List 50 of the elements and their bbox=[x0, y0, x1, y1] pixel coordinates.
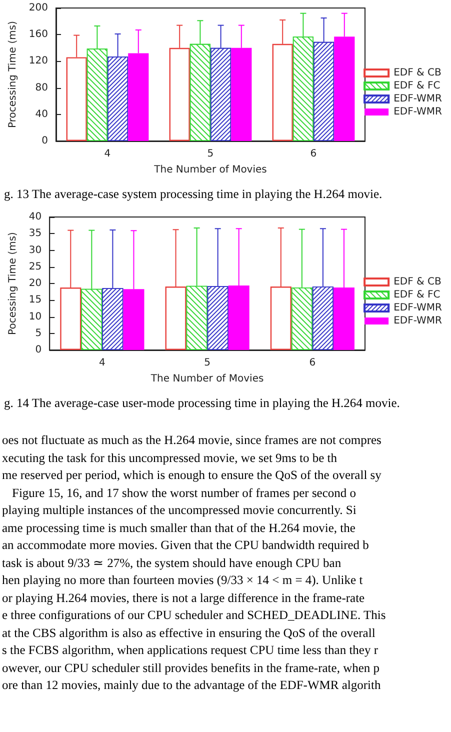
y-tick-label: 0 bbox=[42, 136, 48, 146]
legend-label: EDF & FC bbox=[394, 80, 440, 92]
legend-label: EDF-WMR bbox=[394, 94, 442, 104]
legend-label: EDF & CB bbox=[394, 68, 442, 78]
y-axis-title: Processing Time (ms) bbox=[8, 20, 18, 128]
y-tick-label: 25 bbox=[28, 261, 42, 272]
text: owever, our CPU scheduler still provides benefits in the frame-rate, when p bbox=[2, 660, 381, 677]
y-tick-label: 30 bbox=[28, 244, 42, 256]
text: s the FCBS algorithm, when applications request CPU time less than they r bbox=[2, 642, 380, 659]
text: hen playing no more than fourteen movies (9/33 × 14 < m = 4). Unlike t bbox=[2, 572, 364, 589]
legend-label: EDF-WMR bbox=[394, 302, 442, 314]
legend-label: EDF-WMR bbox=[394, 106, 442, 118]
y-tick-label: 15 bbox=[28, 294, 42, 306]
y-tick-label: 200 bbox=[28, 2, 48, 14]
y-tick-label: 5 bbox=[35, 328, 42, 339]
x-axis-title: The Number of Movies bbox=[150, 374, 264, 384]
text: playing multiple instances of the uncompressed movie concurrently. Si bbox=[2, 502, 358, 519]
text: e three configurations of our CPU scheduler and SCHED_DEADLINE. This bbox=[2, 607, 387, 624]
y-tick-label: 160 bbox=[28, 29, 48, 40]
x-tick-label: 6 bbox=[309, 358, 316, 368]
y-tick-label: 40 bbox=[35, 108, 48, 120]
text: or playing H.264 movies, there is not a large difference in the frame-rate bbox=[2, 590, 366, 607]
legend-label: EDF-WMR bbox=[394, 316, 442, 326]
text: an accommodate more movies. Given that the CPU bandwidth required b bbox=[2, 537, 370, 554]
text: ore than 12 movies, mainly due to the advantage of the EDF-WMR algorith bbox=[2, 677, 382, 694]
legend-label: EDF & FC bbox=[394, 290, 440, 300]
y-tick-label: 40 bbox=[28, 212, 42, 222]
x-tick-label: 5 bbox=[204, 358, 210, 368]
x-tick-label: 6 bbox=[310, 148, 317, 160]
y-tick-label: 120 bbox=[28, 56, 48, 67]
text: at the CBS algorithm is also as effective in ensuring the QoS of the overall bbox=[2, 624, 376, 642]
legend-label: EDF & CB bbox=[394, 276, 442, 288]
text: g. 13 The average-case system processing time in playing the H.264 movie. bbox=[4, 187, 384, 203]
y-tick-label: 0 bbox=[35, 344, 42, 356]
y-tick-label: 10 bbox=[28, 311, 42, 322]
text: task is about 9/33 ≃ 27%, the system should have enough CPU ban bbox=[2, 554, 342, 572]
text: xecuting the task for this uncompressed movie, we set 9ms to be th bbox=[2, 450, 338, 467]
y-axis-title: Pocessing Time (ms) bbox=[8, 232, 18, 335]
text: me reserved per period, which is enough to ensure the QoS of the overall sy bbox=[2, 467, 382, 484]
text: ame processing time is much smaller than that of the H.264 movie, the bbox=[2, 520, 356, 537]
caption: Figure 15, 16, and 17 show the worst number of frames per second o bbox=[11, 484, 358, 502]
x-tick-label: 4 bbox=[99, 358, 106, 368]
y-tick-label: 35 bbox=[28, 228, 42, 240]
y-tick-label: 20 bbox=[28, 278, 42, 289]
x-tick-label: 5 bbox=[207, 148, 214, 160]
x-axis-title: The Number of Movies bbox=[153, 164, 267, 176]
y-tick-label: 80 bbox=[35, 82, 48, 94]
text: g. 14 The average-case user-mode processing time in playing the H.264 movie. bbox=[4, 396, 401, 412]
text: oes not fluctuate as much as the H.264 movie, since frames are not compres bbox=[2, 432, 382, 449]
x-tick-label: 4 bbox=[104, 148, 111, 160]
